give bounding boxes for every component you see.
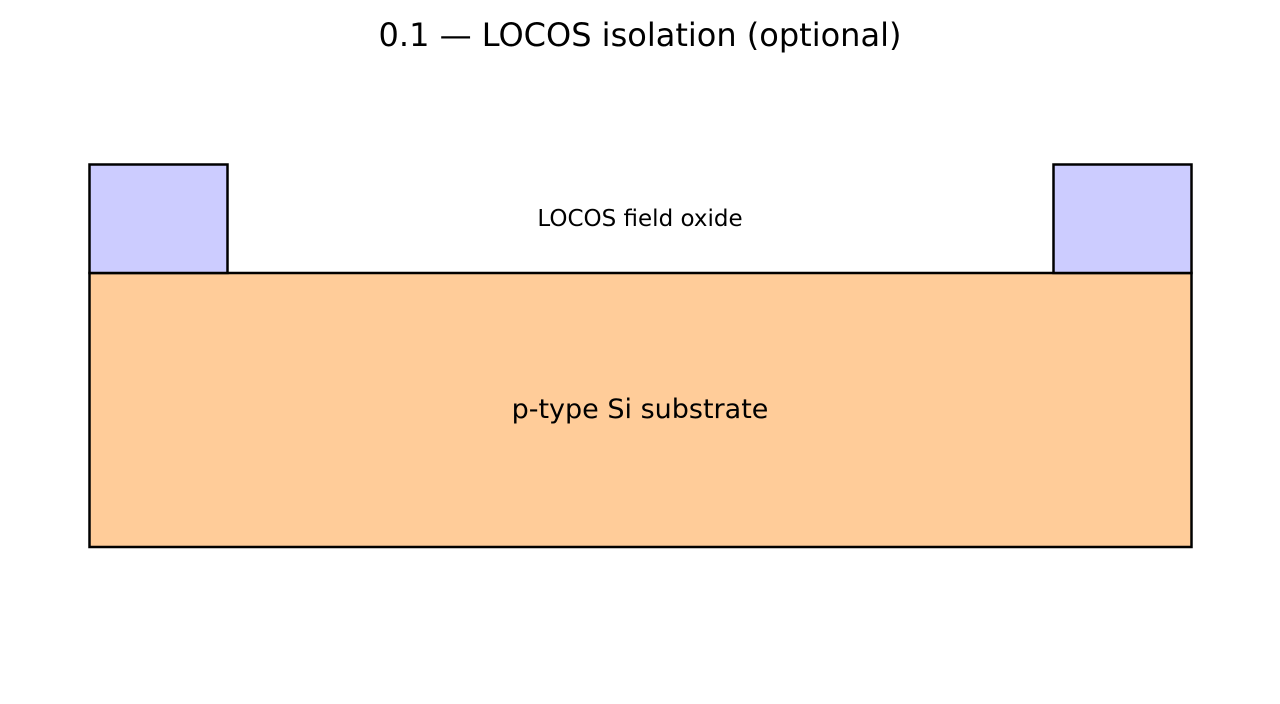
field-oxide-left: [88, 163, 229, 275]
field-oxide-label: LOCOS field oxide: [537, 206, 742, 232]
diagram-title: 0.1 — LOCOS isolation (optional): [379, 16, 902, 54]
substrate-label: p-type Si substrate: [512, 394, 769, 425]
substrate-layer: [88, 271, 1193, 549]
field-oxide-right: [1052, 163, 1193, 275]
